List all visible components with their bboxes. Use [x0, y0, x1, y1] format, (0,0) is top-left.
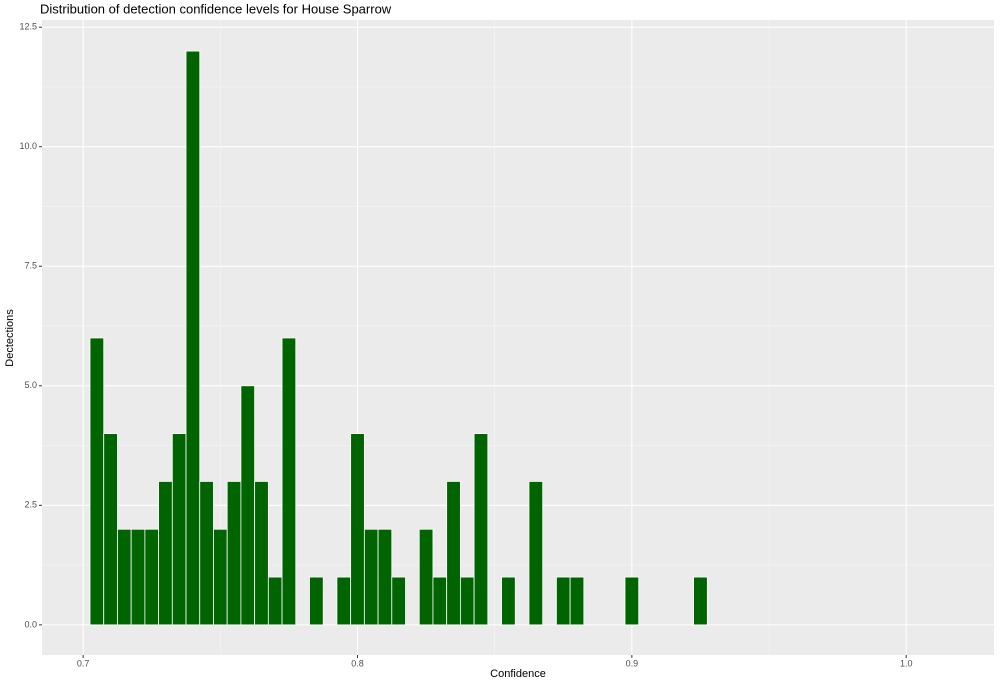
bar	[171, 433, 187, 626]
bar	[418, 528, 434, 626]
bar	[363, 528, 379, 626]
y-tick-label: 12.5	[19, 22, 37, 32]
bar	[254, 481, 269, 626]
y-tick-label: 10.0	[19, 141, 37, 151]
x-tick-label: 1.0	[900, 658, 913, 668]
x-tick-label: 0.8	[351, 658, 364, 668]
bar	[281, 337, 297, 626]
bar	[309, 576, 324, 626]
bar	[103, 433, 118, 626]
bar	[240, 385, 256, 626]
bar	[528, 481, 544, 626]
bar	[473, 433, 489, 626]
bar	[569, 576, 585, 626]
bar	[693, 576, 708, 626]
bar	[501, 576, 516, 626]
bar	[267, 576, 283, 626]
bar	[624, 576, 640, 626]
x-tick-label: 0.9	[626, 658, 639, 668]
chart-title: Distribution of detection confidence lev…	[40, 1, 392, 16]
bar	[144, 528, 159, 626]
bar	[459, 576, 475, 626]
x-axis-title: Confidence	[490, 668, 546, 680]
y-axis-title: Dectections	[4, 309, 16, 367]
bar	[213, 528, 228, 626]
bar	[226, 481, 242, 626]
y-tick-label: 5.0	[24, 380, 37, 390]
bar	[350, 433, 365, 626]
x-tick-label: 0.7	[77, 658, 90, 668]
y-tick-label: 2.5	[24, 500, 37, 510]
bar	[336, 576, 352, 626]
y-tick-label: 0.0	[24, 619, 37, 629]
bar	[432, 576, 448, 626]
bar	[185, 50, 201, 626]
y-tick-label: 7.5	[24, 261, 37, 271]
bar	[117, 528, 132, 626]
bar	[130, 528, 146, 626]
bar	[158, 481, 173, 626]
bar	[556, 576, 571, 626]
bar	[391, 576, 406, 626]
bar	[199, 481, 214, 626]
bar	[89, 337, 105, 626]
bar	[446, 481, 461, 626]
bar	[377, 528, 393, 626]
